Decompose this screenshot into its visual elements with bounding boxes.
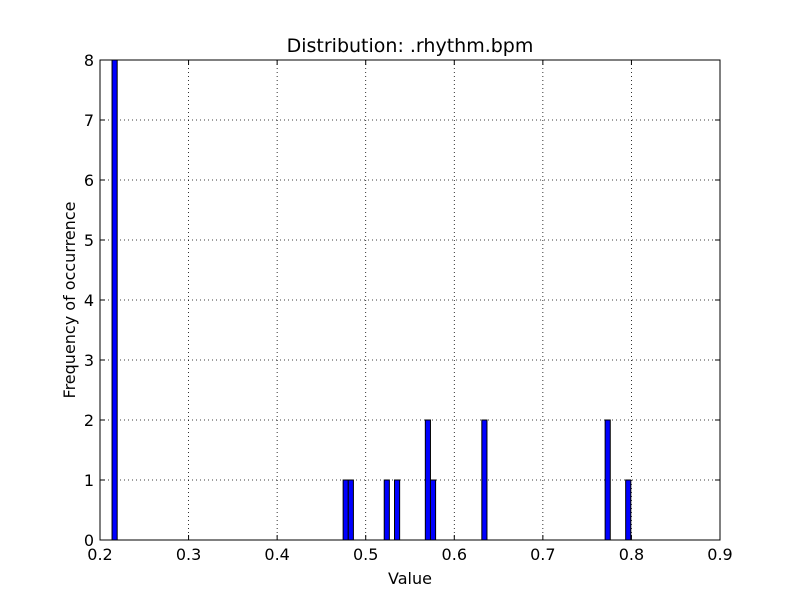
histogram-bar (394, 479, 401, 541)
histogram-bar (342, 479, 349, 541)
y-tick-labels: 0 1 2 3 4 5 6 7 8 (84, 51, 94, 550)
x-tick-label: 0.6 (442, 545, 467, 564)
y-tick-label: 6 (84, 171, 94, 190)
histogram-bar (424, 419, 431, 541)
y-tick-label: 4 (84, 291, 94, 310)
y-tick-label: 8 (84, 51, 94, 70)
x-tick-label: 0.9 (707, 545, 732, 564)
x-tick-labels: 0.2 0.3 0.4 0.5 0.6 0.7 0.8 0.9 (87, 545, 732, 564)
chart-title: Distribution: .rhythm.bpm (287, 35, 534, 57)
histogram-bar (383, 479, 390, 541)
y-tick-label: 3 (84, 351, 94, 370)
y-tick-label: 1 (84, 471, 94, 490)
x-tick-label: 0.7 (530, 545, 555, 564)
x-axis-label: Value (388, 569, 432, 588)
x-tick-label: 0.3 (176, 545, 201, 564)
histogram-bar (111, 59, 118, 541)
y-tick-label: 7 (84, 111, 94, 130)
y-tick-label: 5 (84, 231, 94, 250)
y-tick-label: 2 (84, 411, 94, 430)
histogram-bar (604, 419, 611, 541)
x-tick-label: 0.4 (264, 545, 289, 564)
grid-lines (99, 59, 721, 541)
y-axis-label: Frequency of occurrence (60, 202, 79, 399)
histogram-bar (481, 419, 488, 541)
x-tick-label: 0.5 (353, 545, 378, 564)
y-tick-label: 0 (84, 531, 94, 550)
x-tick-label: 0.8 (619, 545, 644, 564)
histogram-bar (429, 479, 437, 541)
x-tick-label: 0.2 (87, 545, 112, 564)
histogram-bar (625, 479, 632, 541)
histogram-bar (347, 479, 354, 541)
axis-ticks (99, 59, 721, 541)
